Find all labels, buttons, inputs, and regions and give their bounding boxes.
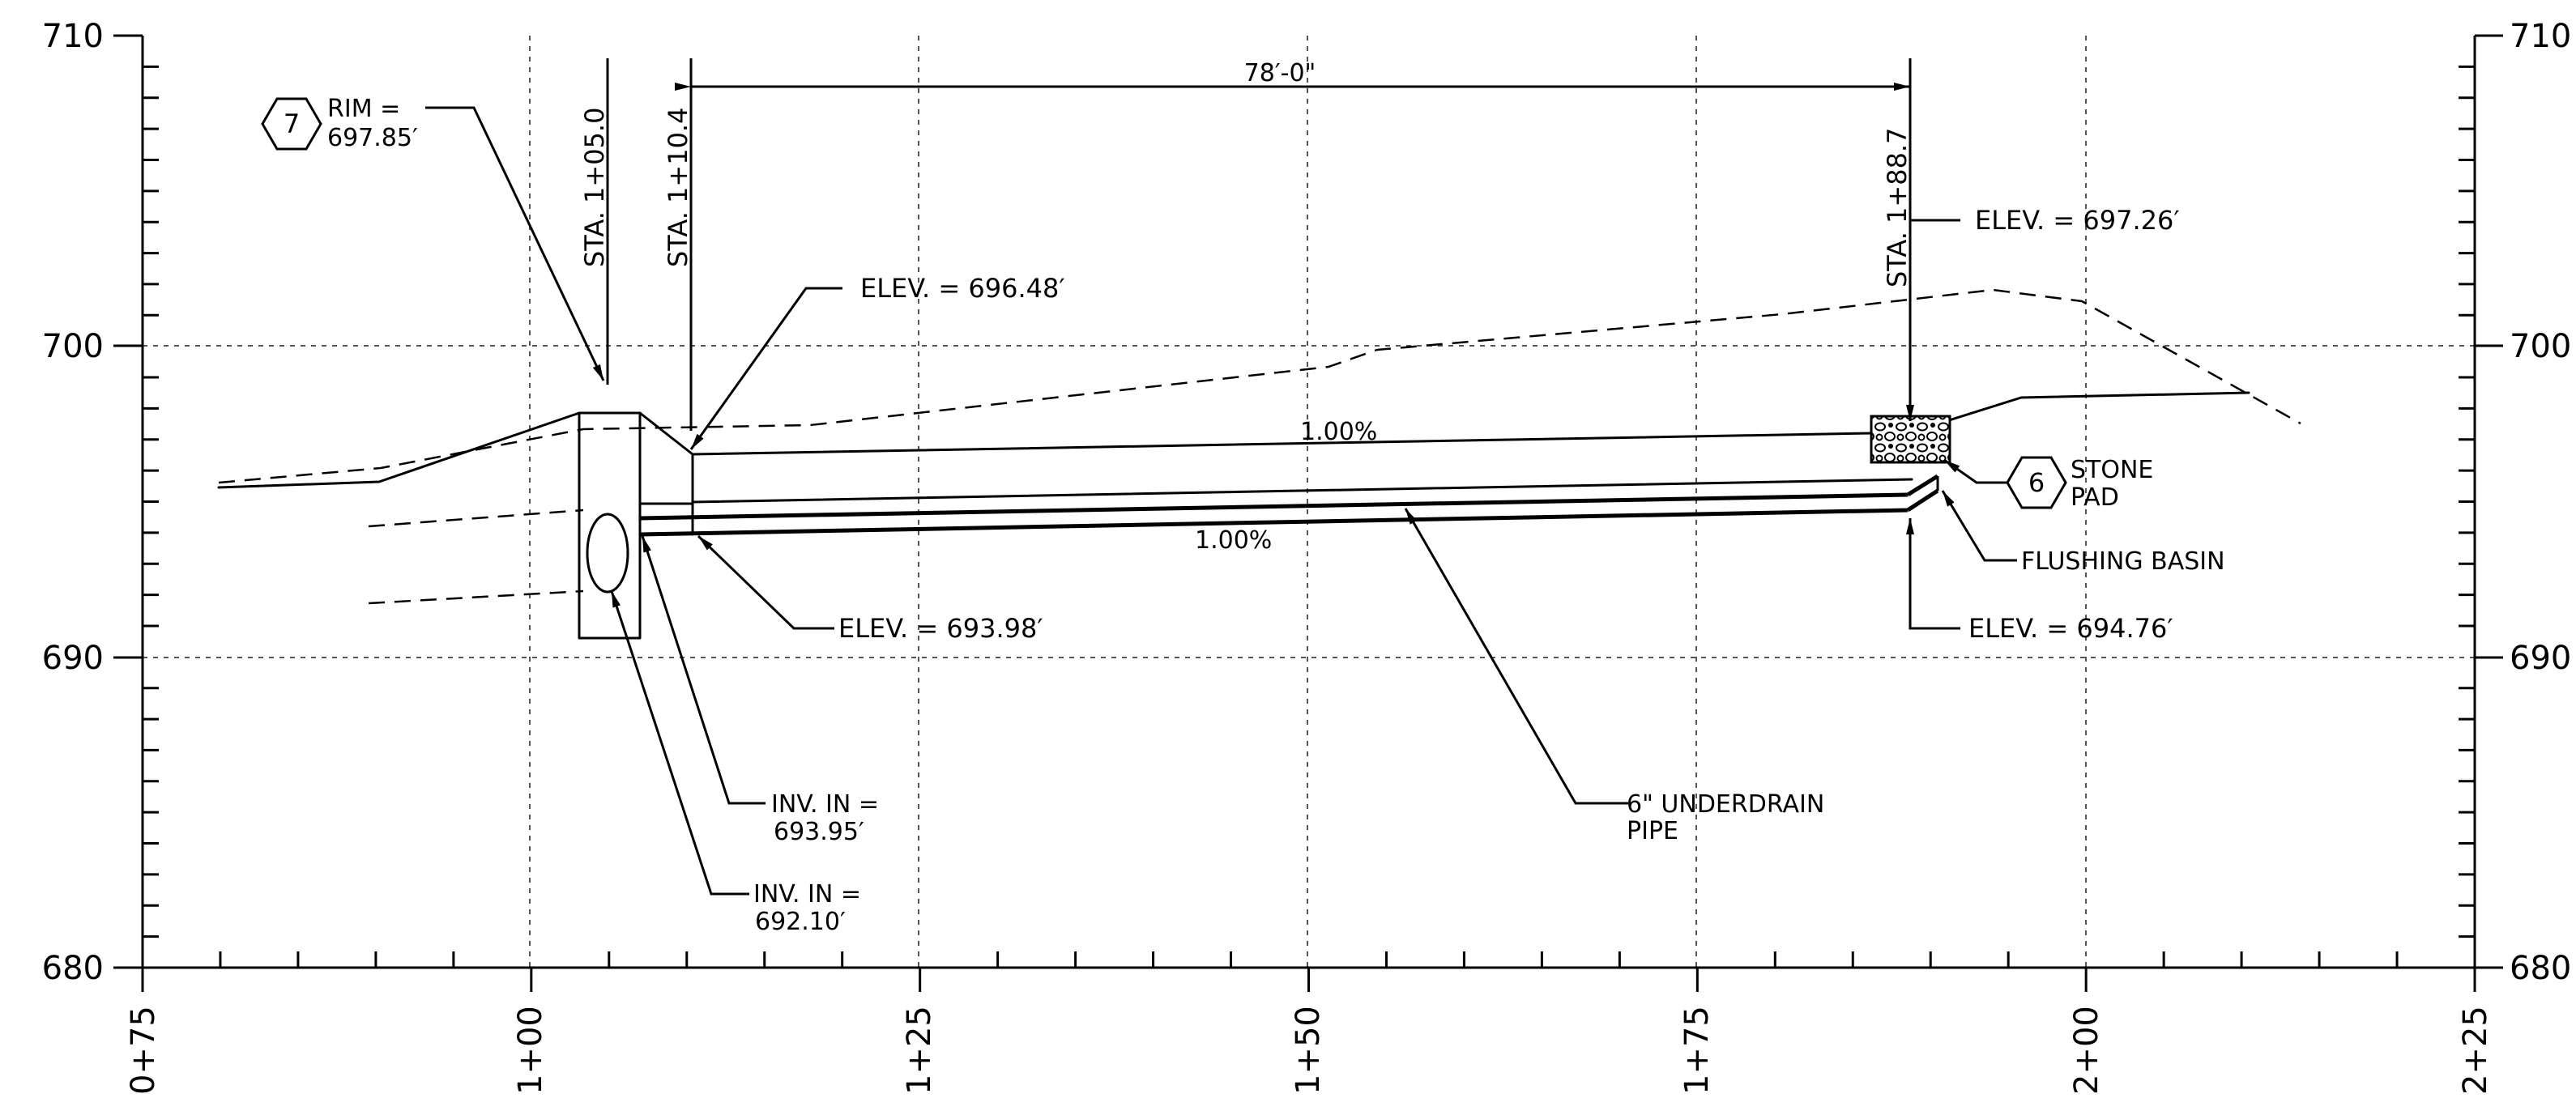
station-label-b: STA. 1+10.4 [663,108,693,267]
underdrain-callout: 6" UNDERDRAIN PIPE [1404,508,1824,845]
elev-694-label: ELEV. = 694.76′ [1968,613,2173,644]
inv-in-2-value: 692.10′ [755,908,846,936]
underdrain-pipe [639,474,1939,537]
elev-696-label: ELEV. = 696.48′ [860,273,1065,304]
elev-694-callout: ELEV. = 694.76′ [1906,518,2173,644]
stone-pad-number: 6 [2028,467,2045,498]
finished-grade-right [1945,391,2250,423]
station-label: 2+25 [2457,1006,2494,1095]
underdrain-label-1: 6" UNDERDRAIN [1627,790,1824,819]
elevation-label: 710 [2510,18,2571,55]
pipe-opening [586,513,629,594]
elevation-label: 690 [42,640,104,677]
elev-697-callout: ELEV. = 697.26′ [1910,205,2180,236]
station-labels: 0+75 1+00 1+25 1+50 1+75 2+00 2+25 [125,1006,2494,1095]
stone-pad-callout: 6 STONE PAD [1943,456,2153,512]
elevation-label: 680 [2510,950,2571,987]
grid [143,36,2475,968]
structure-box [578,411,642,640]
elev-696-callout: ELEV. = 696.48′ [689,273,1065,450]
station-label-c: STA. 1+88.7 [1882,128,1913,287]
proposed-profile [217,391,2250,504]
elev-697-label: ELEV. = 697.26′ [1975,205,2180,236]
trench-lower-line [691,478,1913,504]
elevation-labels-left: 710 700 690 680 [42,18,104,987]
stone-pad-hatch [1870,415,1951,464]
top-of-trench [691,432,1873,456]
inv-in-2-label: INV. IN = [753,880,861,909]
minor-ticks [141,65,2476,992]
inlet-structure [578,411,694,640]
elevation-label: 690 [2510,640,2571,677]
slope-lower: 1.00% [1195,526,1272,555]
elev-693-callout: ELEV. = 693.98′ [697,534,1043,644]
inv-in-1-value: 693.95′ [774,818,864,846]
stone-pad [1870,415,1951,464]
inv-in-2-callout: INV. IN = 692.10′ [610,590,861,936]
existing-grade [218,288,2301,484]
rim-hexagon [261,97,322,151]
elev-693-label: ELEV. = 693.98′ [838,613,1043,644]
elevation-label: 700 [42,328,104,365]
elevation-labels-right: 710 700 690 680 [2510,18,2571,987]
stone-pad-hexagon [2006,456,2067,509]
station-label: 1+75 [1678,1006,1716,1095]
existing-grade-lower-2 [368,589,584,605]
stone-pad-label-1: STONE [2071,456,2153,484]
station-label: 1+00 [512,1006,549,1095]
existing-grade-lower-1 [368,509,584,528]
stone-pad-label-2: PAD [2071,483,2119,512]
elevation-label: 710 [42,18,104,55]
slope-upper: 1.00% [1300,418,1377,446]
dimension-label: 78′-0" [1244,59,1316,87]
station-lines [606,58,1914,431]
rim-number: 7 [284,109,300,139]
flushing-basin-callout: FLUSHING BASIN [1941,490,2225,576]
inv-in-1-callout: INV. IN = 693.95′ [641,535,879,846]
station-label: 1+50 [1290,1006,1327,1095]
structure-top [638,411,694,456]
flushing-basin-label: FLUSHING BASIN [2021,547,2225,576]
station-label: 1+25 [901,1006,938,1095]
rim-callout: 7 RIM = 697.85′ [261,95,605,381]
elevation-label: 680 [42,950,104,987]
elevation-label: 700 [2510,328,2571,365]
station-label: 2+00 [2068,1006,2105,1095]
rim-value: 697.85′ [327,124,418,152]
station-label-a: STA. 1+05.0 [579,108,610,267]
station-label: 0+75 [125,1006,162,1095]
rim-label: RIM = [327,95,400,123]
finished-grade-left [217,411,581,489]
inv-in-1-label: INV. IN = [771,790,879,819]
existing-grade-lines [218,288,2301,605]
underdrain-label-2: PIPE [1627,817,1678,845]
